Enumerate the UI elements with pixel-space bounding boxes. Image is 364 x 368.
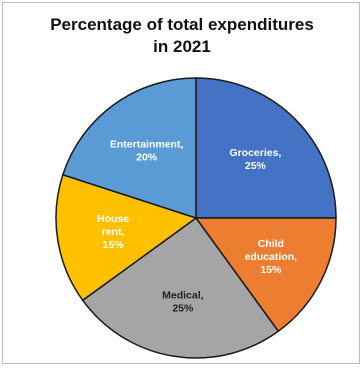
pie-slice-label-3: House rent, 15%	[97, 213, 129, 251]
pie-slice-4	[61, 77, 197, 220]
pie-slice-label-2: Medical, 25%	[162, 289, 204, 314]
chart-title: Percentage of total expenditures in 2021	[0, 14, 364, 58]
pie-slice-0	[195, 77, 337, 219]
pie-slice-2	[81, 216, 280, 359]
pie-slice-label-1: Child education, 15%	[245, 238, 298, 276]
pie-slice-1	[194, 217, 337, 333]
chart-title-line-1: Percentage of total expenditures	[50, 15, 314, 34]
pie-slice-label-0: Groceries, 25%	[229, 147, 281, 172]
chart-title-line-2: in 2021	[153, 37, 211, 56]
pie-slice-label-4: Entertainment, 20%	[110, 139, 184, 164]
pie-slice-3	[55, 173, 198, 302]
